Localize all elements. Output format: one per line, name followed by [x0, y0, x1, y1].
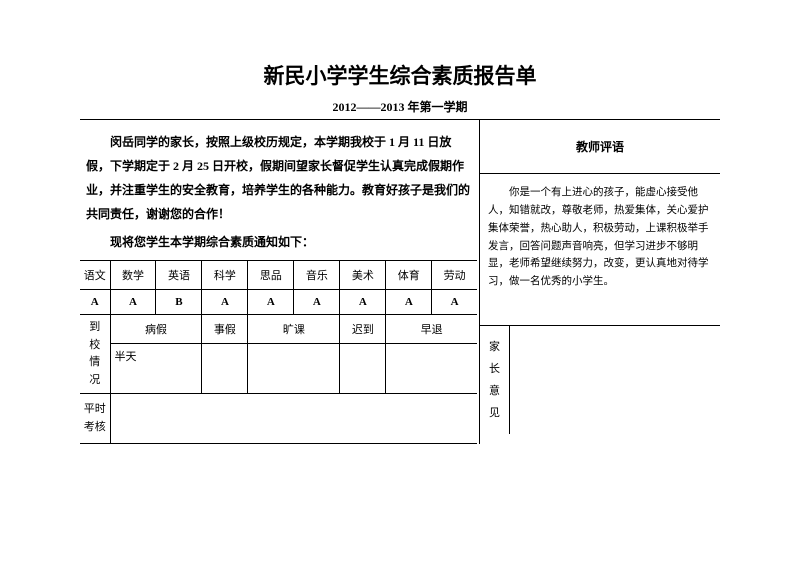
- grade-cell: A: [202, 290, 248, 315]
- left-column: 闵岳同学的家长，按照上级校历规定，本学期我校于 1 月 11 日放假，下学期定于…: [80, 120, 480, 444]
- attendance-value: [386, 344, 477, 394]
- attendance-header: 迟到: [340, 315, 386, 344]
- subject-cell: 科学: [202, 261, 248, 290]
- attendance-header: 早退: [386, 315, 477, 344]
- subject-cell: 美术: [340, 261, 386, 290]
- grades-table: 语文 数学 英语 科学 思品 音乐 美术 体育 劳动 A A B A A A: [80, 260, 477, 444]
- attendance-values-row: 半天: [80, 344, 477, 394]
- notice-intro: 现将您学生本学期综合素质通知如下：: [80, 230, 477, 260]
- subject-cell: 语文: [80, 261, 110, 290]
- grade-cell: A: [432, 290, 477, 315]
- grades-row: A A B A A A A A A: [80, 290, 477, 315]
- grade-cell: A: [340, 290, 386, 315]
- attendance-row-label: 到校情况: [80, 315, 110, 394]
- attendance-header: 旷课: [248, 315, 340, 344]
- attendance-header-row: 到校情况 病假 事假 旷课 迟到 早退: [80, 315, 477, 344]
- grade-cell: B: [156, 290, 202, 315]
- teacher-comment-header: 教师评语: [480, 120, 720, 174]
- subject-cell: 思品: [248, 261, 294, 290]
- subject-cell: 劳动: [432, 261, 477, 290]
- grade-cell: A: [386, 290, 432, 315]
- parent-notice: 闵岳同学的家长，按照上级校历规定，本学期我校于 1 月 11 日放假，下学期定于…: [80, 120, 477, 230]
- usual-value: [110, 394, 477, 444]
- attendance-value: [202, 344, 248, 394]
- report-title: 新民小学学生综合素质报告单: [80, 60, 720, 90]
- subject-cell: 英语: [156, 261, 202, 290]
- subject-cell: 数学: [110, 261, 156, 290]
- subject-cell: 音乐: [294, 261, 340, 290]
- teacher-comment-body: 你是一个有上进心的孩子，能虚心接受他人，知错就改，尊敬老师，热爱集体，关心爱护集…: [480, 174, 720, 326]
- usual-row: 平时考核: [80, 394, 477, 444]
- attendance-value: 半天: [110, 344, 202, 394]
- grade-cell: A: [110, 290, 156, 315]
- subjects-row: 语文 数学 英语 科学 思品 音乐 美术 体育 劳动: [80, 261, 477, 290]
- parent-opinion-body: [510, 326, 720, 434]
- term-subtitle: 2012——2013 年第一学期: [80, 98, 720, 120]
- usual-label: 平时考核: [80, 394, 110, 444]
- subject-cell: 体育: [386, 261, 432, 290]
- attendance-value: [340, 344, 386, 394]
- grade-cell: A: [294, 290, 340, 315]
- grade-cell: A: [80, 290, 110, 315]
- attendance-header: 事假: [202, 315, 248, 344]
- attendance-header: 病假: [110, 315, 202, 344]
- parent-opinion-label: 家长意见: [480, 326, 510, 434]
- attendance-value: [248, 344, 340, 394]
- grade-cell: A: [248, 290, 294, 315]
- parent-opinion-section: 家长意见: [480, 326, 720, 434]
- right-column: 教师评语 你是一个有上进心的孩子，能虚心接受他人，知错就改，尊敬老师，热爱集体，…: [480, 120, 720, 444]
